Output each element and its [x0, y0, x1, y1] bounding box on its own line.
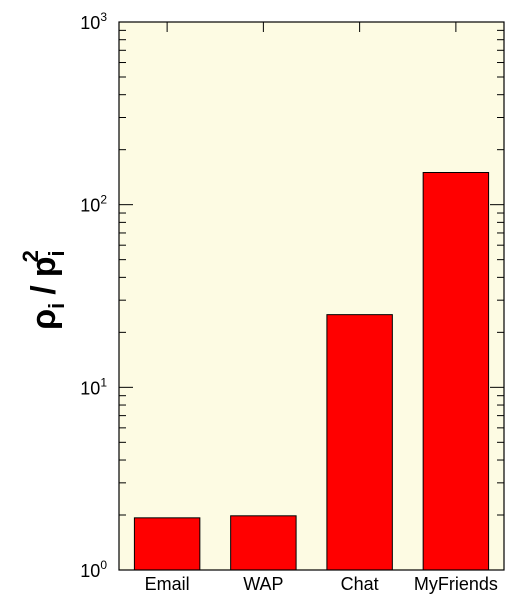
category-label-myfriends: MyFriends: [414, 574, 498, 594]
category-label-email: Email: [145, 574, 190, 594]
y-tick-label: 100: [80, 558, 107, 581]
y-label-p: p: [25, 256, 63, 277]
bar-chat: [326, 314, 393, 571]
bar-myfriends: [422, 172, 490, 571]
bars-group: [133, 22, 490, 571]
bar-wap: [230, 515, 297, 571]
y-tick-label: 102: [80, 193, 107, 216]
y-tick-exponent: 3: [100, 10, 107, 24]
y-tick-label: 103: [80, 10, 107, 33]
y-tick-label: 101: [80, 375, 107, 398]
y-label-p-subscript: i: [44, 250, 69, 256]
plot-frame: [118, 21, 505, 571]
y-tick-base: 10: [80, 196, 100, 216]
y-label-rho: ρ: [25, 309, 63, 330]
category-label-chat: Chat: [341, 574, 379, 594]
y-tick-base: 10: [80, 13, 100, 33]
y-tick-exponent: 1: [100, 375, 107, 389]
bar-email: [133, 517, 201, 571]
y-label-rho-subscript: i: [44, 303, 69, 309]
y-tick-base: 10: [80, 561, 100, 581]
y-label-p-superscript: 2: [18, 250, 43, 262]
y-tick-exponent: 2: [100, 193, 107, 207]
y-label-slash: /: [25, 285, 63, 295]
category-labels-group: Email WAP Chat MyFriends: [145, 574, 498, 594]
y-axis-label: ρi/pi2: [18, 250, 69, 330]
category-label-wap: WAP: [243, 574, 283, 594]
y-tick-exponent: 0: [100, 558, 107, 572]
y-tick-base: 10: [80, 378, 100, 398]
